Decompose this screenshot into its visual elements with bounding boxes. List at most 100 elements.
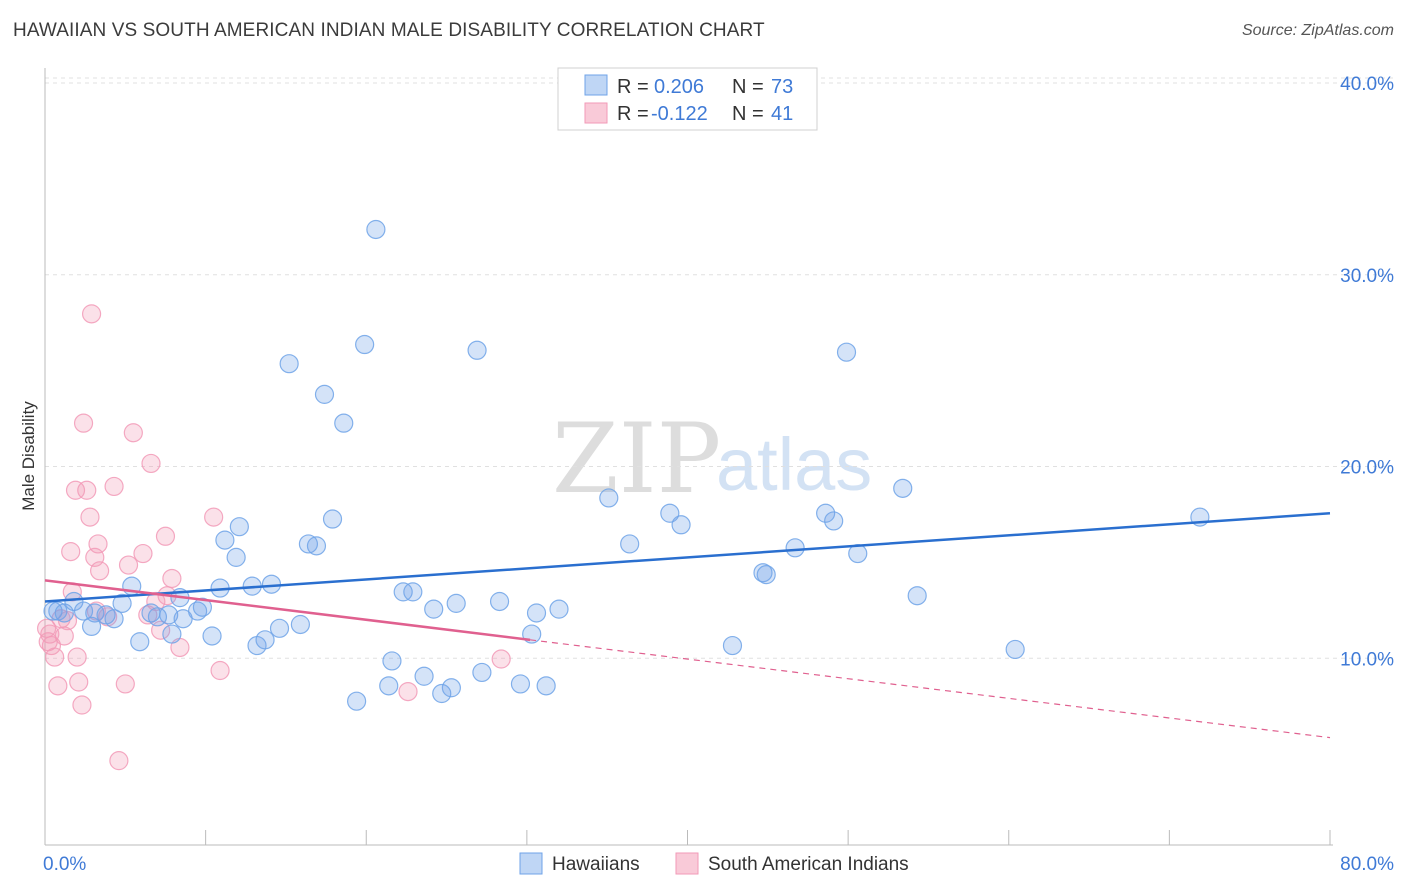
hawaiians-point	[255, 630, 275, 650]
legend-box: R = 0.206 N = 73 R = -0.122 N = 41	[557, 67, 818, 131]
hawaiians-point	[660, 503, 680, 523]
hawaiians-point	[279, 354, 299, 374]
legend-swatch-south-american-indians	[584, 102, 608, 124]
legend-n-label-2: N =	[732, 103, 764, 125]
series-south-american-indians-points	[37, 304, 511, 771]
south-american-indians-point	[88, 534, 108, 554]
bottom-legend: Hawaiians South American Indians	[519, 852, 909, 875]
hawaiians-point	[785, 538, 805, 558]
hawaiians-point	[347, 691, 367, 711]
hawaiians-point	[226, 547, 246, 567]
hawaiians-point	[290, 614, 310, 635]
hawaiians-point	[671, 515, 691, 535]
hawaiians-point	[756, 565, 776, 585]
legend-n-value-2: 41	[771, 103, 793, 125]
south-american-indians-point	[80, 507, 100, 527]
hawaiians-point	[836, 342, 857, 362]
hawaiians-point	[472, 662, 492, 683]
south-american-indians-point	[45, 647, 65, 667]
south-american-indians-point	[123, 423, 143, 443]
hawaiians-point	[441, 678, 461, 698]
hawaiians-point	[112, 593, 132, 613]
south-american-indians-point	[109, 751, 129, 771]
bottom-legend-swatch-hawaiians	[519, 852, 543, 875]
south-american-indians-point	[61, 542, 81, 562]
x-axis-ticks	[205, 830, 1331, 845]
legend-n-label-1: N =	[732, 76, 764, 98]
chart-source: Source: ZipAtlas.com	[1241, 22, 1394, 39]
x-tick-label-max: 80.0%	[1340, 854, 1394, 875]
hawaiians-point	[893, 478, 913, 498]
hawaiians-point	[104, 609, 124, 629]
hawaiians-point	[907, 586, 927, 606]
x-tick-label-min: 0.0%	[43, 854, 86, 875]
south-american-indians-point	[77, 480, 97, 500]
legend-n-value-1: 73	[771, 76, 793, 98]
hawaiians-point	[322, 509, 343, 529]
hawaiians-point	[314, 384, 335, 404]
watermark: ZIP atlas	[552, 403, 872, 515]
south-american-indians-point	[69, 672, 89, 692]
y-tick-label: 30.0%	[1340, 266, 1394, 287]
south-american-indians-point	[57, 611, 78, 631]
south-american-indians-point	[141, 453, 161, 474]
hawaiians-point	[393, 582, 413, 602]
south-american-indians-point	[133, 543, 153, 564]
hawaiians-point	[599, 488, 619, 508]
hawaiians-point	[432, 683, 452, 704]
watermark-atlas: atlas	[716, 423, 872, 506]
hawaiians-point	[379, 676, 399, 696]
watermark-zip: ZIP	[552, 403, 721, 515]
hawaiians-point	[403, 582, 423, 602]
hawaiians-point	[334, 413, 354, 433]
hawaiians-point	[261, 574, 282, 594]
south-american-indians-point	[162, 568, 182, 589]
south-american-indians-point	[104, 476, 124, 497]
y-tick-label: 20.0%	[1340, 458, 1394, 479]
hawaiians-point	[549, 599, 569, 619]
hawaiians-point	[382, 651, 402, 671]
hawaiians-point	[192, 597, 213, 617]
y-tick-label: 40.0%	[1340, 74, 1394, 95]
hawaiians-point	[355, 334, 375, 355]
south-american-indians-point	[398, 681, 418, 702]
south-american-indians-point	[65, 480, 86, 500]
south-american-indians-trend-extension	[530, 639, 1331, 739]
hawaiians-point	[467, 340, 487, 360]
south-american-indians-point	[41, 635, 62, 656]
hawaiians-point	[816, 503, 836, 523]
hawaiians-point	[753, 563, 773, 583]
hawaiians-point	[1005, 639, 1025, 660]
south-american-indians-point	[72, 695, 92, 715]
y-tick-labels: 10.0% 20.0% 30.0% 40.0%	[1340, 74, 1394, 670]
gridlines	[45, 77, 1394, 659]
hawaiians-point	[64, 591, 84, 612]
hawaiians-point	[366, 219, 386, 240]
south-american-indians-point	[118, 555, 139, 575]
hawaiians-point	[526, 603, 547, 623]
hawaiians-point	[159, 605, 179, 625]
south-american-indians-point	[48, 676, 68, 696]
hawaiians-point	[298, 534, 319, 554]
legend-r-value-1: 0.206	[654, 76, 704, 98]
hawaiians-point	[269, 618, 290, 638]
y-tick-label: 10.0%	[1340, 649, 1394, 670]
hawaiians-point	[536, 676, 556, 696]
south-american-indians-point	[67, 647, 87, 667]
hawaiians-point	[162, 624, 182, 644]
bottom-legend-label-hawaiians: Hawaiians	[552, 854, 640, 875]
bottom-legend-swatch-south-american-indians	[675, 852, 699, 875]
hawaiians-point	[510, 674, 531, 694]
bottom-legend-label-south-american-indians: South American Indians	[708, 854, 909, 875]
legend-r-label-2: R =	[617, 103, 649, 125]
hawaiians-point	[229, 517, 249, 537]
south-american-indians-trend-line	[44, 579, 531, 642]
hawaiians-point	[824, 511, 844, 531]
legend-r-label-1: R =	[617, 76, 649, 98]
south-american-indians-point	[90, 561, 110, 581]
south-american-indians-point	[54, 626, 74, 646]
south-american-indians-point	[73, 413, 94, 433]
y-axis-label: Male Disability	[19, 401, 38, 511]
hawaiians-point	[130, 632, 150, 652]
